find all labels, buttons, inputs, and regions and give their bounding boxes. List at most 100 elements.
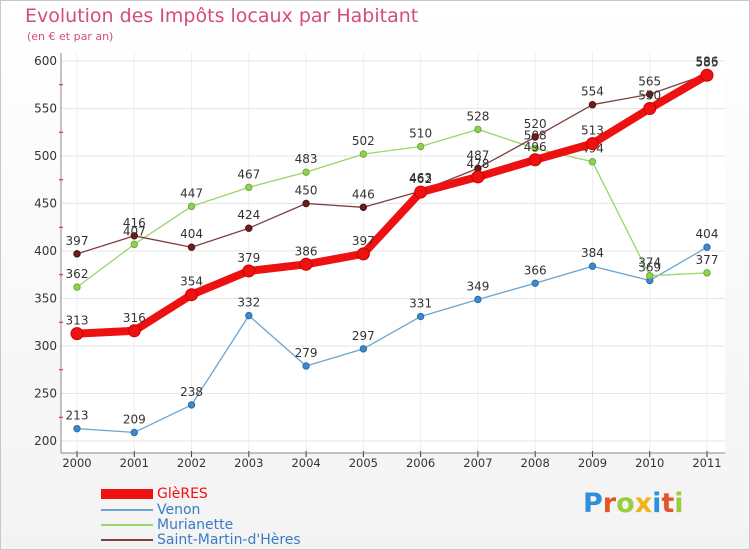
data-point [359, 345, 368, 353]
data-label: 462 [409, 172, 432, 186]
data-label: 209 [123, 412, 146, 426]
data-point [302, 168, 310, 176]
data-label: 463 [409, 171, 432, 185]
data-point [471, 170, 485, 184]
y-tick-label: 250 [34, 387, 57, 401]
chart-subtitle: (en € et par an) [27, 30, 114, 43]
data-point [585, 137, 599, 151]
legend-swatch-murianette [101, 524, 153, 526]
data-point [646, 90, 654, 98]
logo-letter: P [583, 488, 603, 519]
data-label: 386 [295, 244, 318, 258]
data-label: 384 [581, 246, 604, 260]
data-label: 354 [180, 275, 203, 289]
data-point [416, 142, 425, 151]
data-label: 510 [409, 127, 432, 141]
data-point [187, 202, 196, 211]
data-point [302, 362, 310, 370]
data-point [703, 243, 711, 251]
data-point [474, 125, 482, 134]
data-label: 528 [466, 109, 489, 123]
data-label: 416 [123, 216, 146, 230]
series-line [76, 128, 708, 288]
data-point [130, 232, 138, 240]
y-tick-label: 550 [34, 102, 57, 116]
x-tick-label: 2005 [349, 456, 378, 470]
x-tick-label: 2001 [120, 456, 149, 470]
data-point [187, 243, 196, 251]
proxiti-logo: Proxiti [583, 488, 684, 519]
x-tick-label: 2008 [521, 456, 550, 470]
x-tick-label: 2003 [234, 456, 263, 470]
legend-label-venon: Venon [157, 502, 201, 518]
data-point [185, 288, 199, 302]
x-tick-label: 2010 [635, 456, 664, 470]
series-saint-martin-d-heres: 397 416 404 424 450 446 463 487 520 554 565 586 [66, 54, 718, 258]
data-point [700, 68, 714, 82]
y-tick-label: 600 [34, 54, 57, 68]
x-tick-label: 2000 [62, 456, 91, 470]
logo-letter: i [652, 488, 662, 519]
y-tick-label: 450 [34, 197, 57, 211]
legend-swatch-venon [101, 509, 153, 511]
chart-title: Evolution des Impôts locaux par Habitant [25, 5, 419, 27]
data-label: 554 [581, 85, 604, 99]
data-point [359, 203, 368, 212]
data-label: 316 [123, 311, 146, 325]
data-point [531, 133, 539, 141]
x-tick-label: 2004 [291, 456, 320, 470]
data-point [302, 199, 310, 208]
data-point [588, 262, 597, 270]
legend-label-glieres: GlèRES [157, 486, 208, 502]
series-line [73, 71, 711, 338]
data-label: 397 [66, 234, 89, 248]
data-label: 279 [295, 346, 318, 360]
y-tick-label: 200 [34, 434, 57, 448]
data-label: 520 [524, 117, 547, 131]
data-label: 362 [66, 267, 89, 281]
y-tick-label: 350 [34, 292, 57, 306]
y-tick-label: 400 [34, 244, 57, 258]
data-point [588, 158, 597, 166]
data-point [531, 279, 539, 287]
data-label: 404 [696, 227, 719, 241]
data-label: 483 [295, 152, 318, 166]
data-label: 513 [581, 124, 604, 138]
data-label: 496 [524, 140, 547, 154]
data-label: 379 [237, 251, 260, 265]
data-label: 331 [409, 297, 432, 311]
legend-label-saint-martin: Saint-Martin-d'Hères [157, 532, 301, 548]
data-label: 502 [352, 134, 375, 148]
logo-letter: x [634, 488, 653, 519]
data-label: 585 [696, 55, 719, 69]
data-point [130, 240, 138, 249]
data-point [245, 311, 253, 320]
data-label: 450 [295, 184, 318, 198]
data-point [73, 283, 81, 291]
data-point [528, 153, 542, 167]
series-line [76, 73, 708, 255]
data-point [703, 269, 711, 277]
data-label: 238 [180, 385, 203, 399]
x-tick-label: 2011 [692, 456, 721, 470]
data-point [245, 183, 253, 192]
y-tick-label: 300 [34, 339, 57, 353]
data-label: 349 [466, 279, 489, 293]
data-point [242, 264, 256, 278]
data-label: 313 [66, 314, 89, 328]
plot-area [61, 53, 725, 453]
data-label: 377 [696, 253, 719, 267]
data-point [245, 224, 253, 232]
data-label: 550 [638, 89, 661, 103]
logo-letter: t [661, 488, 675, 519]
logo-letter: r [602, 488, 617, 519]
series-line [76, 246, 708, 434]
data-point [127, 324, 141, 338]
data-point [130, 428, 138, 437]
data-label: 487 [466, 148, 489, 162]
x-tick-label: 2002 [177, 456, 206, 470]
data-point [299, 257, 313, 271]
data-point [414, 185, 428, 199]
data-point [643, 102, 657, 115]
